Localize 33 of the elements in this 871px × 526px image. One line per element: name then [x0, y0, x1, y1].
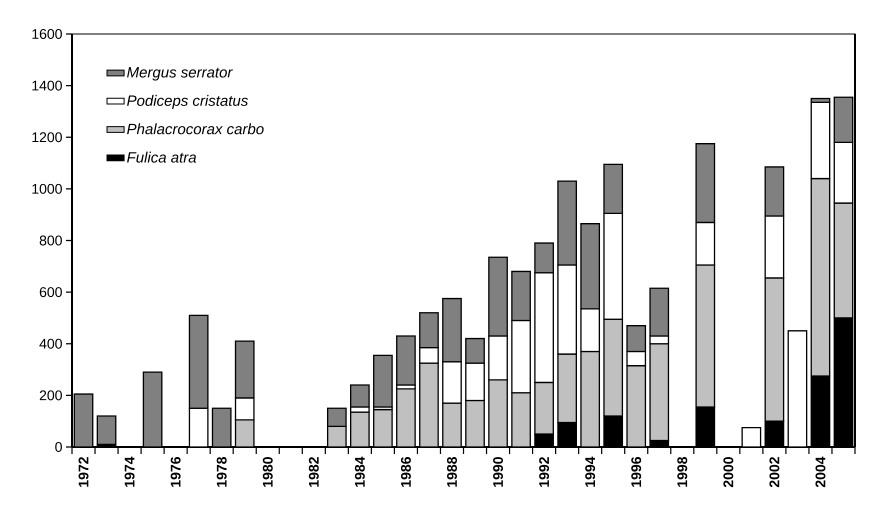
- x-tick-label: 1974: [124, 456, 135, 487]
- x-tick-label: 2000: [723, 457, 734, 488]
- y-tick-label: 800: [40, 236, 62, 246]
- x-tick-label: 2004: [815, 456, 826, 488]
- legend-label: Mergus serrator: [127, 67, 233, 81]
- y-tick-label: 400: [39, 338, 62, 349]
- y-tick-label: 0: [55, 442, 62, 452]
- x-tick-label: 1992: [539, 457, 550, 487]
- x-tick-label: 2002: [769, 457, 780, 488]
- y-tick-label: 1000: [32, 184, 62, 194]
- bar: [373, 354, 393, 408]
- y-tick-label: 200: [40, 390, 62, 400]
- x-tick-label: 1980: [262, 457, 273, 487]
- legend-label: Podiceps cristatus: [127, 94, 248, 109]
- x-tick-label: 1972: [78, 457, 88, 487]
- x-tick-label: 1990: [493, 457, 504, 487]
- y-tick-label: 1600: [32, 29, 62, 39]
- y-tick-label: 1400: [32, 80, 62, 91]
- x-tick-label: 1994: [585, 456, 596, 487]
- x-tick-label: 1978: [216, 456, 227, 487]
- x-tick-label: 1988: [447, 456, 457, 487]
- bar: [396, 335, 416, 386]
- bar: [96, 415, 116, 446]
- y-tick-label: 1200: [32, 132, 62, 142]
- x-tick-label: 1996: [631, 457, 642, 487]
- x-tick-label: 1998: [677, 456, 688, 487]
- x-tick-label: 1976: [170, 457, 181, 487]
- x-tick-label: 1982: [308, 457, 319, 487]
- legend-label: Fulica atra: [127, 152, 196, 163]
- y-tick-label: 600: [40, 287, 62, 298]
- legend-label: Phalacrocorax carbo: [127, 123, 264, 134]
- x-tick-label: 1984: [354, 456, 365, 487]
- x-tick-label: 1986: [400, 457, 411, 487]
